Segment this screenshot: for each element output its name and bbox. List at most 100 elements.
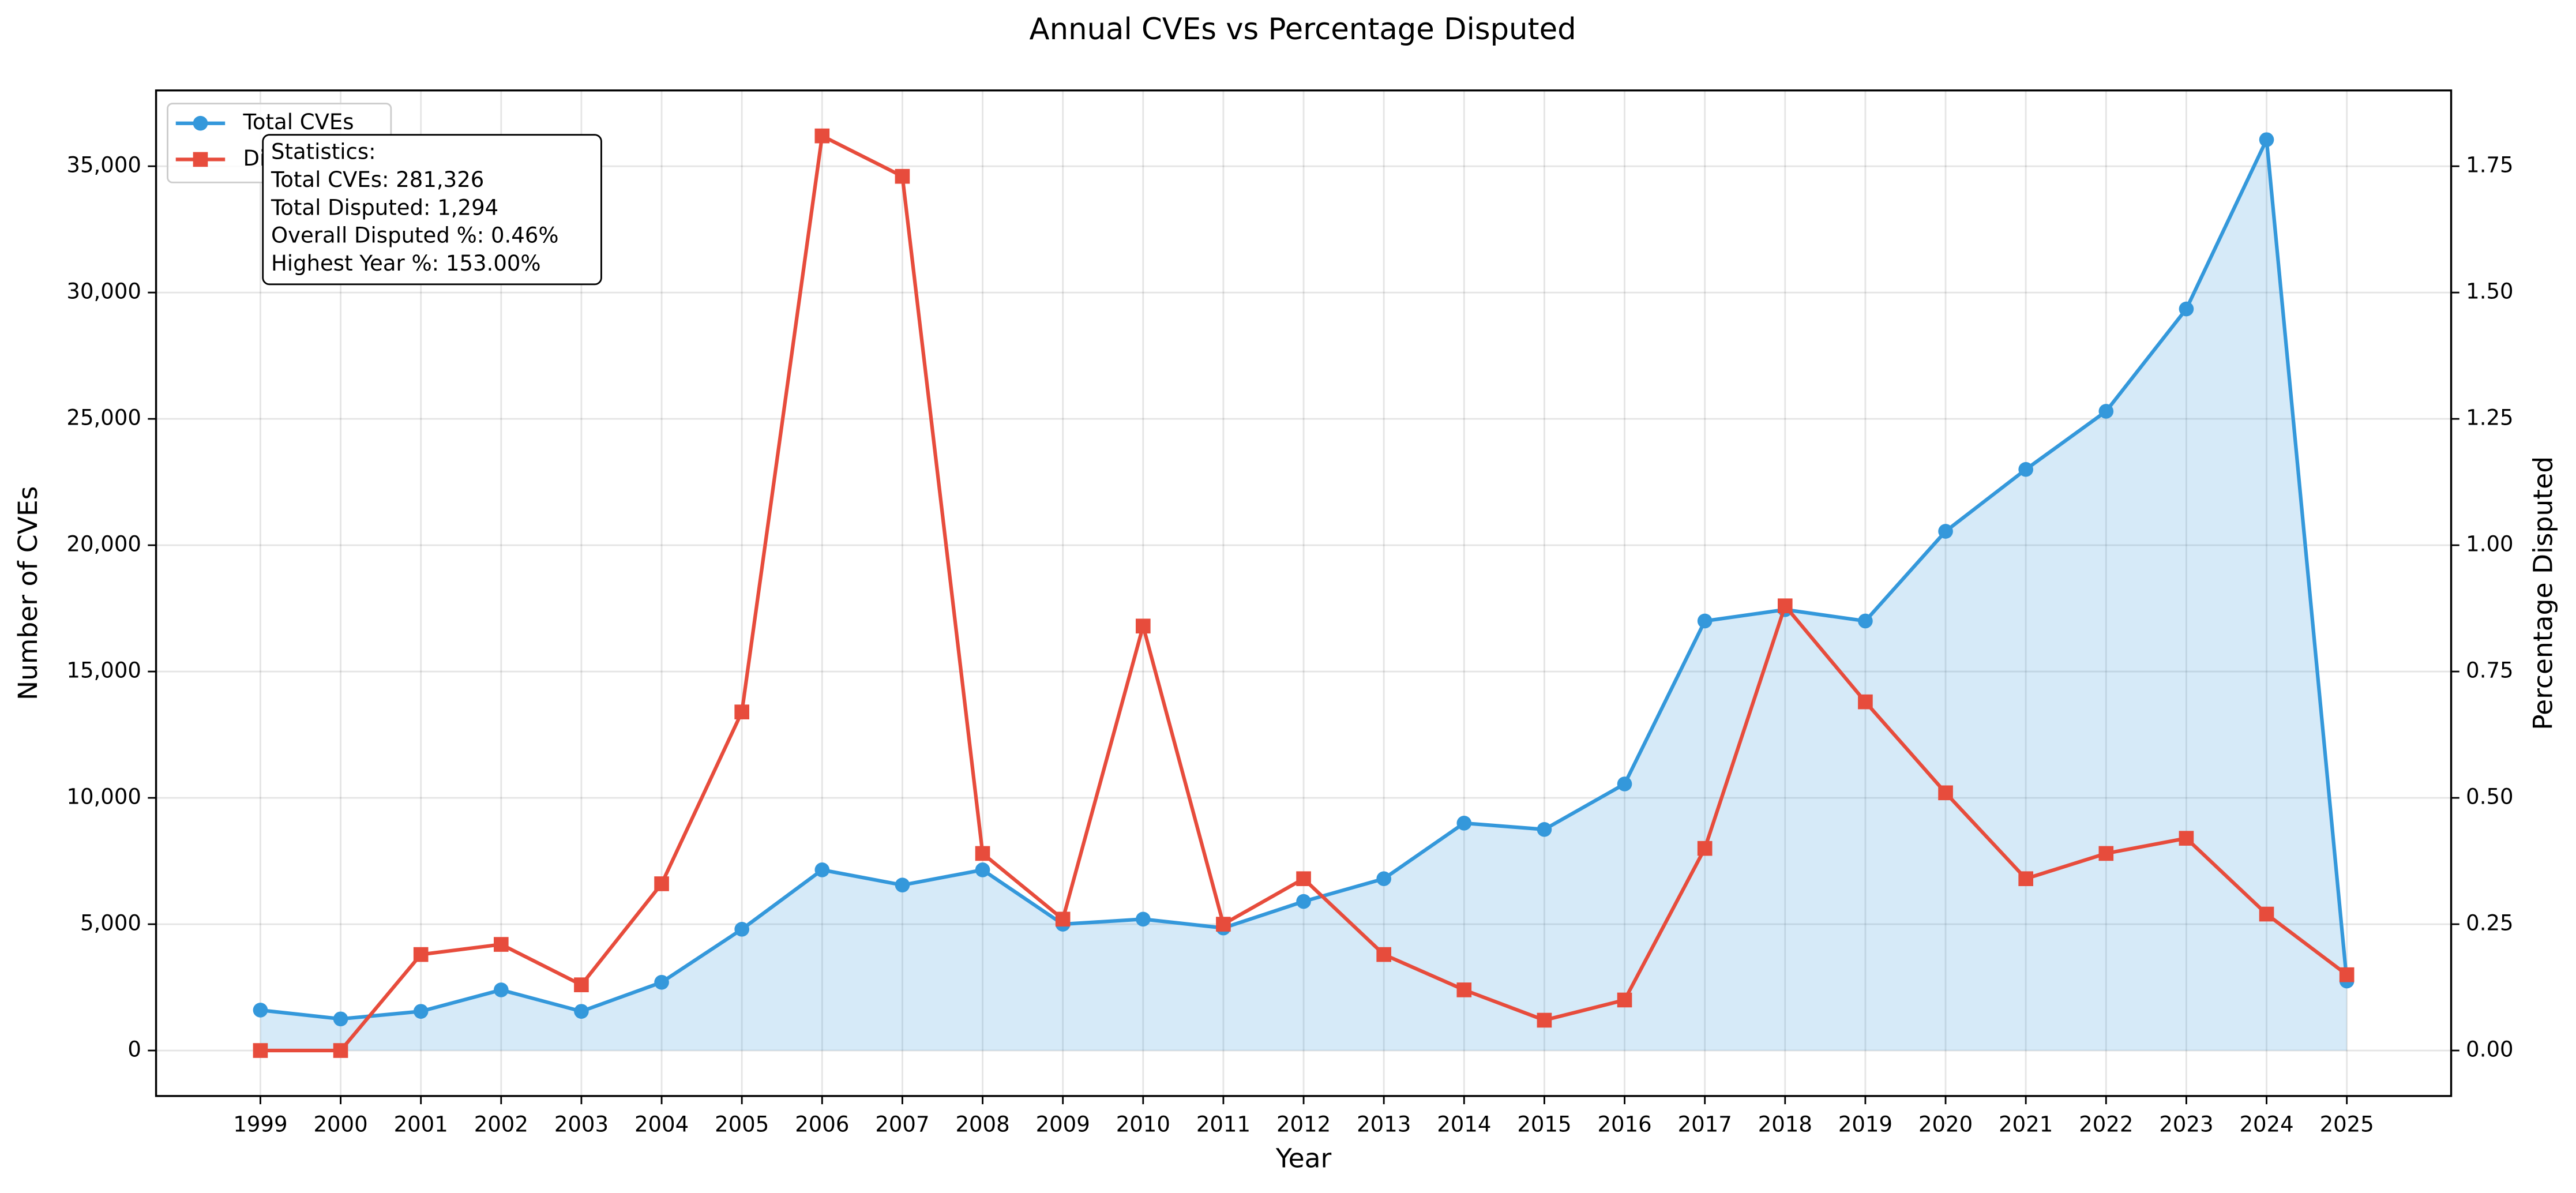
plot-frame bbox=[155, 89, 2453, 1097]
y-tick-label: 35,000 bbox=[66, 153, 141, 178]
marker bbox=[1617, 776, 1632, 791]
marker bbox=[1216, 917, 1231, 932]
marker bbox=[1777, 598, 1793, 614]
area bbox=[260, 140, 2347, 1051]
annotation-text: Highest Year %: 153.00% bbox=[271, 251, 541, 276]
marker bbox=[1938, 785, 1953, 801]
marker bbox=[413, 1004, 429, 1019]
x-tick-label: 2014 bbox=[1437, 1112, 1491, 1137]
marker bbox=[1858, 694, 1873, 710]
marker bbox=[1697, 841, 1713, 856]
annotation-box bbox=[262, 134, 602, 286]
y-tick-label: 10,000 bbox=[66, 785, 141, 809]
marker bbox=[1456, 982, 1472, 997]
marker bbox=[493, 982, 509, 997]
x-tick-label: 1999 bbox=[233, 1112, 287, 1137]
marker bbox=[2018, 462, 2033, 477]
annotation-text: Overall Disputed %: 0.46% bbox=[271, 223, 559, 248]
x-tick-label: 2003 bbox=[554, 1112, 609, 1137]
chart-title: Annual CVEs vs Percentage Disputed bbox=[1030, 12, 1576, 47]
y2-tick-label: 1.00 bbox=[2466, 532, 2513, 557]
legend-label: Total CVEs bbox=[243, 110, 354, 134]
marker bbox=[1617, 992, 1632, 1008]
annotation-text: Total Disputed: 1,294 bbox=[271, 195, 498, 220]
marker bbox=[413, 947, 429, 962]
marker bbox=[2098, 404, 2114, 419]
y-tick-label: 5,000 bbox=[80, 911, 141, 936]
marker bbox=[333, 1043, 348, 1058]
y2-tick-label: 1.25 bbox=[2466, 406, 2513, 430]
x-tick-label: 2001 bbox=[394, 1112, 448, 1137]
marker bbox=[2018, 871, 2033, 887]
marker bbox=[1697, 613, 1713, 629]
x-tick-label: 2025 bbox=[2320, 1112, 2374, 1137]
marker bbox=[1537, 821, 1552, 837]
marker bbox=[333, 1011, 348, 1027]
marker bbox=[2179, 301, 2194, 317]
marker bbox=[2339, 967, 2355, 982]
marker bbox=[734, 704, 750, 719]
marker bbox=[1537, 1012, 1552, 1028]
marker bbox=[895, 877, 910, 892]
x-tick-label: 2020 bbox=[1918, 1112, 1973, 1137]
x-tick-label: 2018 bbox=[1758, 1112, 1812, 1137]
marker bbox=[975, 862, 990, 877]
x-tick-label: 2008 bbox=[955, 1112, 1009, 1137]
x-axis-label: Year bbox=[1275, 1143, 1332, 1173]
marker bbox=[493, 937, 509, 952]
y2-tick-label: 0.50 bbox=[2466, 785, 2513, 809]
annotation-text: Total CVEs: 281,326 bbox=[271, 167, 484, 192]
marker bbox=[814, 128, 830, 144]
marker bbox=[1858, 613, 1873, 629]
y-tick-label: 0 bbox=[127, 1037, 141, 1062]
x-tick-label: 2009 bbox=[1036, 1112, 1090, 1137]
marker bbox=[574, 1004, 589, 1019]
marker bbox=[1055, 911, 1071, 927]
marker bbox=[1135, 618, 1151, 634]
y-tick-label: 20,000 bbox=[66, 532, 141, 557]
marker bbox=[734, 921, 750, 937]
x-tick-label: 2023 bbox=[2159, 1112, 2213, 1137]
marker bbox=[814, 862, 830, 877]
marker bbox=[2259, 132, 2274, 147]
marker bbox=[2259, 906, 2274, 922]
marker bbox=[1376, 871, 1391, 887]
marker bbox=[253, 1043, 268, 1058]
y2-tick-label: 1.50 bbox=[2466, 279, 2513, 304]
x-tick-label: 2010 bbox=[1116, 1112, 1170, 1137]
marker bbox=[1296, 871, 1311, 887]
y-axis-label: Number of CVEs bbox=[13, 486, 43, 700]
x-tick-label: 2019 bbox=[1838, 1112, 1892, 1137]
marker bbox=[253, 1003, 268, 1018]
marker bbox=[1376, 947, 1391, 962]
marker bbox=[1135, 911, 1151, 927]
x-tick-label: 2021 bbox=[1999, 1112, 2053, 1137]
x-tick-label: 2007 bbox=[875, 1112, 929, 1137]
marker bbox=[895, 168, 910, 184]
y2-tick-label: 0.75 bbox=[2466, 658, 2513, 683]
x-tick-label: 2015 bbox=[1517, 1112, 1571, 1137]
x-tick-label: 2004 bbox=[634, 1112, 689, 1137]
marker bbox=[1296, 894, 1311, 909]
y-tick-label: 15,000 bbox=[66, 658, 141, 683]
x-tick-label: 2002 bbox=[474, 1112, 528, 1137]
marker bbox=[1938, 524, 1953, 539]
marker bbox=[654, 876, 669, 891]
marker bbox=[975, 846, 990, 861]
y2-tick-label: 1.75 bbox=[2466, 153, 2513, 178]
legend-marker bbox=[193, 152, 208, 167]
y2-tick-label: 0.25 bbox=[2466, 911, 2513, 936]
y2-axis-label: Percentage Disputed bbox=[2528, 456, 2558, 730]
marker bbox=[654, 974, 669, 990]
x-tick-label: 2022 bbox=[2079, 1112, 2133, 1137]
x-tick-label: 2000 bbox=[313, 1112, 367, 1137]
y2-tick-label: 0.00 bbox=[2466, 1037, 2513, 1062]
x-tick-label: 2024 bbox=[2239, 1112, 2293, 1137]
x-tick-label: 2011 bbox=[1196, 1112, 1251, 1137]
x-tick-label: 2017 bbox=[1678, 1112, 1732, 1137]
marker bbox=[2098, 846, 2114, 861]
x-tick-label: 2012 bbox=[1276, 1112, 1331, 1137]
x-tick-label: 2006 bbox=[795, 1112, 849, 1137]
legend-marker bbox=[193, 115, 208, 131]
x-tick-label: 2013 bbox=[1357, 1112, 1411, 1137]
